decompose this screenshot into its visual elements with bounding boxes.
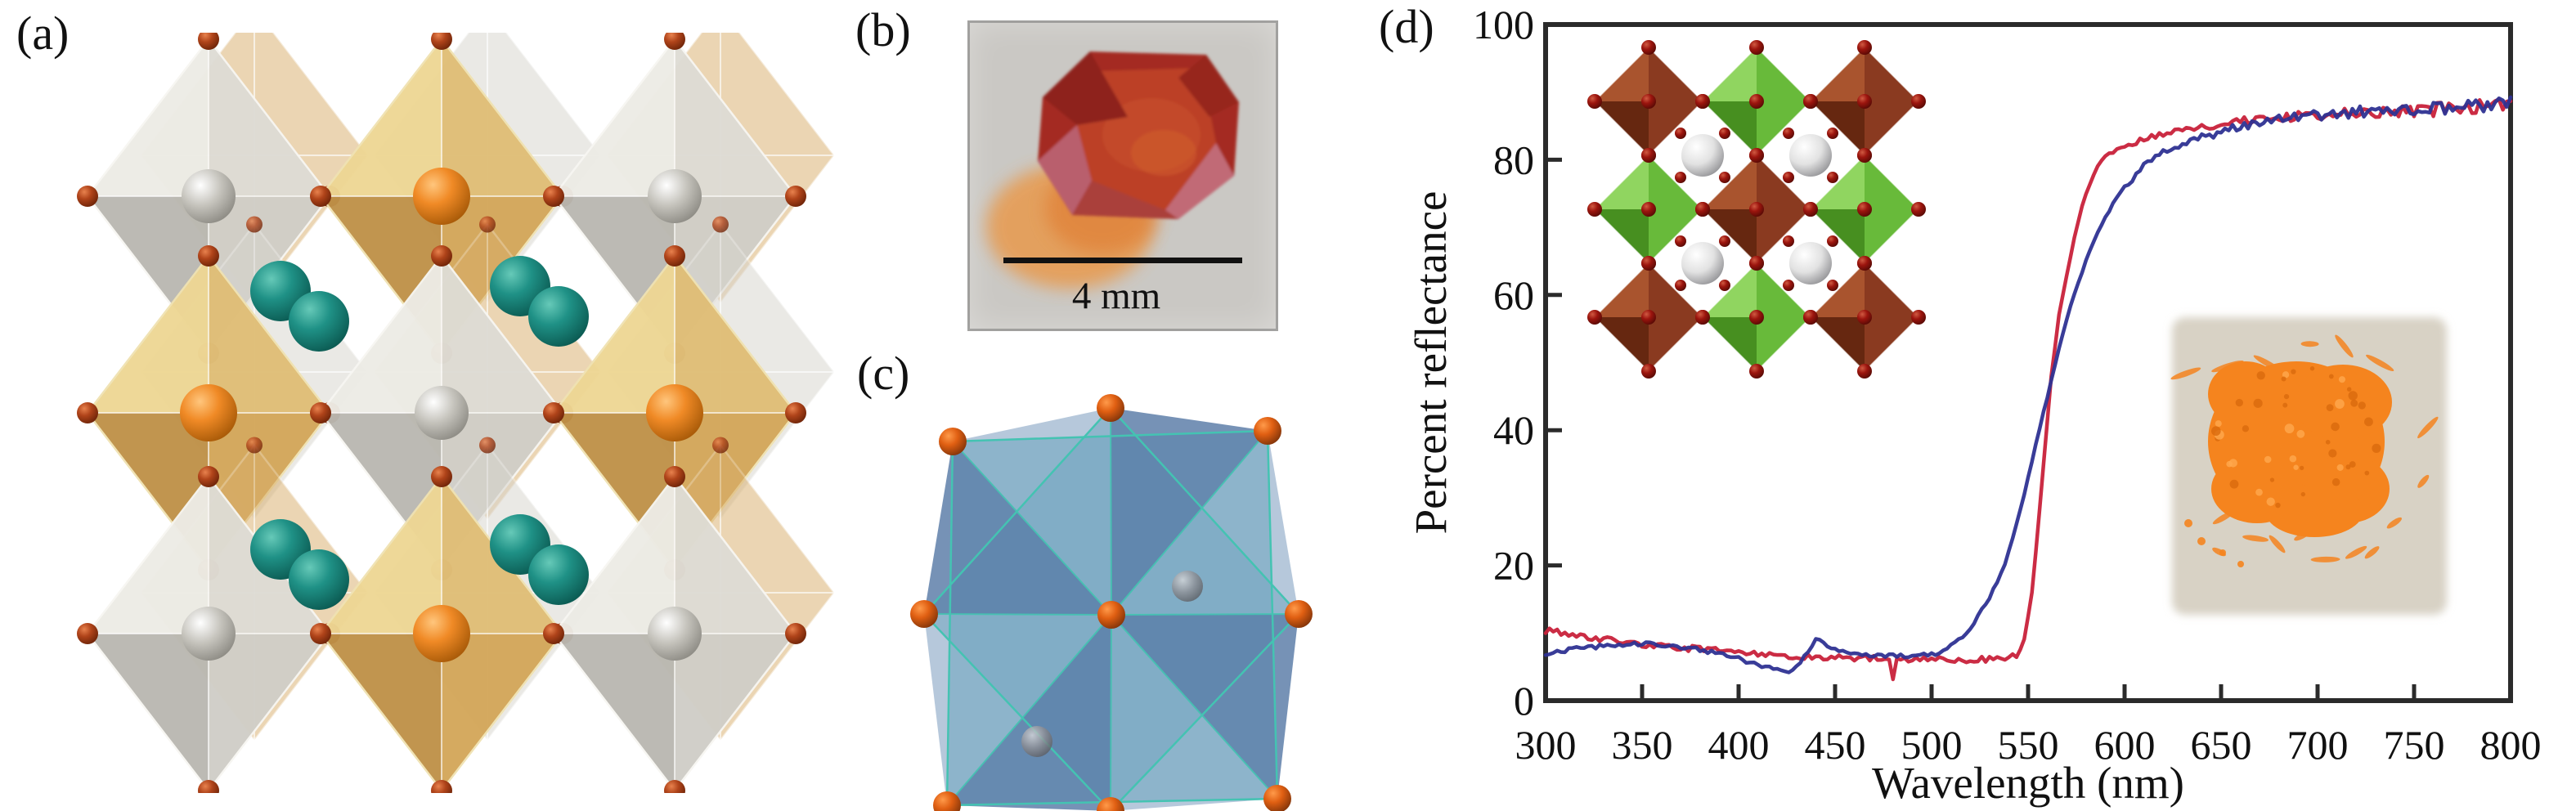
reflectance-chart: 300 350 400 450 500 550 600 650 700 750 800 0 20 40 60…: [1406, 2, 2542, 808]
svg-text:4 mm: 4 mm: [1072, 275, 1160, 317]
panel-a-crystal-structure: [77, 33, 836, 793]
y-tick-label: 60: [1493, 272, 1534, 318]
panel-b-label: (b): [855, 3, 911, 56]
panel-c-label: (c): [857, 347, 910, 400]
inset-powder-photo: [2170, 317, 2447, 615]
x-tick-label: 550: [1998, 722, 2059, 768]
x-tick-label: 300: [1515, 722, 1577, 768]
x-tick-label: 750: [2384, 722, 2445, 768]
x-tick-label: 500: [1901, 722, 1963, 768]
panel-a-label: (a): [16, 7, 70, 60]
y-tick-label: 80: [1493, 137, 1534, 182]
x-tick-label: 700: [2287, 722, 2349, 768]
reflectance-curve-blue: [1543, 95, 2513, 674]
y-tick-label: 0: [1514, 678, 1534, 724]
x-tick-label: 400: [1708, 722, 1770, 768]
y-tick-label: 100: [1473, 2, 1534, 47]
x-tick-label: 650: [2191, 722, 2252, 768]
inset-perovskite-structure: [1587, 40, 1926, 379]
y-tick-label: 40: [1493, 407, 1534, 453]
x-tick-label: 800: [2480, 722, 2542, 768]
panel-d-label: (d): [1379, 0, 1434, 53]
crystal-photo-drawing: 4 mm: [986, 52, 1242, 317]
y-axis-label: Percent reflectance: [1406, 191, 1456, 535]
scale-bar: [1003, 258, 1242, 263]
x-tick-label: 350: [1612, 722, 1673, 768]
y-tick-label: 20: [1493, 543, 1534, 589]
crystal-photo: 4 mm: [967, 20, 1278, 331]
panel-c-octahedra-structure: [910, 394, 1313, 811]
x-tick-label: 600: [2094, 722, 2156, 768]
x-tick-label: 450: [1805, 722, 1866, 768]
x-axis-label: Wavelength (nm): [1872, 758, 2184, 808]
